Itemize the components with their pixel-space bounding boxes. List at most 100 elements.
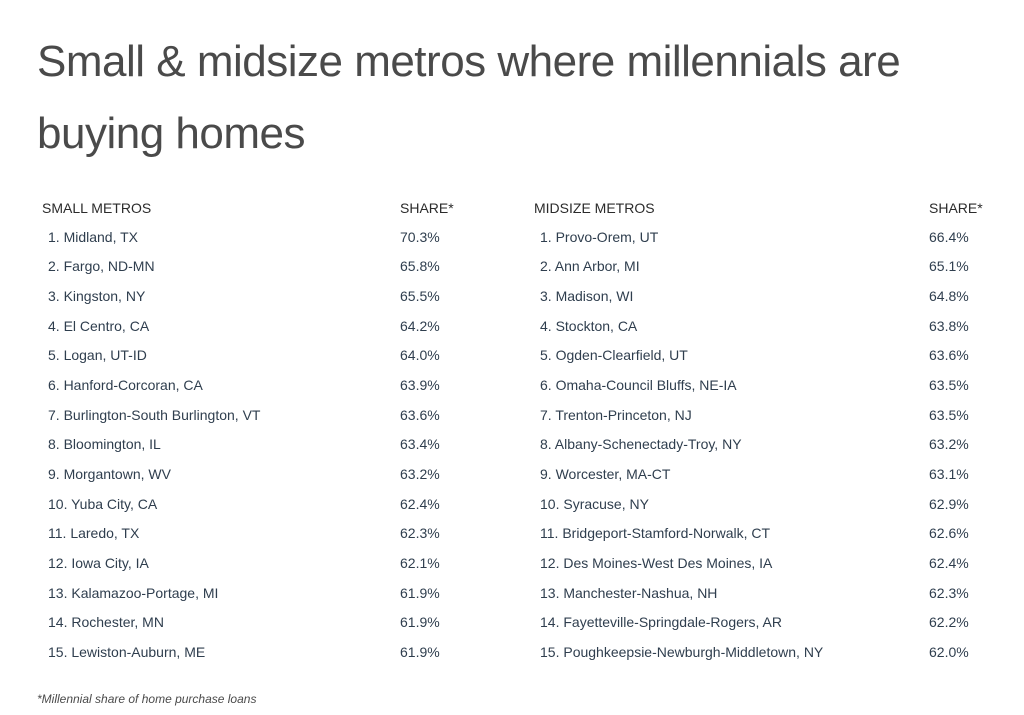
metro-name: 8. Bloomington, IL bbox=[48, 436, 161, 453]
table-row: 2. Ann Arbor, MI 65.1% bbox=[534, 252, 984, 282]
table-row: 11. Bridgeport-Stamford-Norwalk, CT 62.6% bbox=[534, 518, 984, 548]
metro-name: 6. Omaha-Council Bluffs, NE-IA bbox=[540, 377, 737, 394]
metro-name: 3. Madison, WI bbox=[540, 288, 634, 305]
table-row: 6. Hanford-Corcoran, CA 63.9% bbox=[42, 370, 482, 400]
share-value: 61.9% bbox=[400, 584, 440, 601]
metro-name: 6. Hanford-Corcoran, CA bbox=[48, 377, 203, 394]
metro-name: 10. Syracuse, NY bbox=[540, 495, 649, 512]
table-row: 12. Des Moines-West Des Moines, IA 62.4% bbox=[534, 548, 984, 578]
metro-name: 2. Ann Arbor, MI bbox=[540, 258, 640, 275]
share-value: 62.2% bbox=[929, 614, 969, 631]
share-value: 66.4% bbox=[929, 228, 969, 245]
table-row: 10. Yuba City, CA 62.4% bbox=[42, 489, 482, 519]
metro-name: 13. Manchester-Nashua, NH bbox=[540, 584, 718, 601]
share-value: 65.1% bbox=[929, 258, 969, 275]
small-metros-table: SMALL METROS SHARE* 1. Midland, TX 70.3% … bbox=[42, 194, 482, 667]
metro-name: 14. Rochester, MN bbox=[48, 614, 164, 631]
table-row: 15. Poughkeepsie-Newburgh-Middletown, NY… bbox=[534, 637, 984, 667]
table-header: SMALL METROS SHARE* bbox=[42, 194, 482, 222]
metro-name: 7. Trenton-Princeton, NJ bbox=[540, 406, 692, 423]
table-row: 3. Madison, WI 64.8% bbox=[534, 281, 984, 311]
share-value: 61.9% bbox=[400, 643, 440, 660]
share-value: 64.0% bbox=[400, 347, 440, 364]
metro-name: 8. Albany-Schenectady-Troy, NY bbox=[540, 436, 742, 453]
page-title: Small & midsize metros where millennials… bbox=[37, 37, 901, 158]
metro-name: 12. Des Moines-West Des Moines, IA bbox=[540, 554, 773, 571]
metro-name: 9. Morgantown, WV bbox=[48, 465, 171, 482]
metro-name: 15. Lewiston-Auburn, ME bbox=[48, 643, 206, 660]
share-value: 63.5% bbox=[929, 406, 969, 423]
table-row: 1. Provo-Orem, UT 66.4% bbox=[534, 222, 984, 252]
table-row: 3. Kingston, NY 65.5% bbox=[42, 281, 482, 311]
share-value: 63.1% bbox=[929, 465, 969, 482]
metro-name: 9. Worcester, MA-CT bbox=[540, 465, 671, 482]
share-value: 70.3% bbox=[400, 228, 440, 245]
share-value: 62.6% bbox=[929, 525, 969, 542]
metro-name: 11. Laredo, TX bbox=[48, 525, 140, 542]
share-value: 61.9% bbox=[400, 614, 440, 631]
table-row: 14. Fayetteville-Springdale-Rogers, AR 62… bbox=[534, 607, 984, 637]
table-row: 9. Morgantown, WV 63.2% bbox=[42, 459, 482, 489]
table-row: 14. Rochester, MN 61.9% bbox=[42, 607, 482, 637]
share-value: 62.9% bbox=[929, 495, 969, 512]
table-row: 4. El Centro, CA 64.2% bbox=[42, 311, 482, 341]
share-value: 62.3% bbox=[929, 584, 969, 601]
share-value: 63.2% bbox=[400, 465, 440, 482]
share-value: 62.4% bbox=[400, 495, 440, 512]
table-row: 10. Syracuse, NY 62.9% bbox=[534, 489, 984, 519]
share-value: 65.8% bbox=[400, 258, 440, 275]
column-header-metro: SMALL METROS bbox=[42, 200, 152, 216]
share-value: 63.6% bbox=[929, 347, 969, 364]
metro-name: 7. Burlington-South Burlington, VT bbox=[48, 406, 261, 423]
metro-name: 12. Iowa City, IA bbox=[48, 554, 149, 571]
column-header-share: SHARE* bbox=[929, 200, 983, 216]
table-row: 8. Albany-Schenectady-Troy, NY 63.2% bbox=[534, 429, 984, 459]
table-row: 7. Burlington-South Burlington, VT 63.6% bbox=[42, 400, 482, 430]
table-row: 5. Ogden-Clearfield, UT 63.6% bbox=[534, 341, 984, 371]
column-header-metro: MIDSIZE METROS bbox=[534, 200, 655, 216]
share-value: 63.5% bbox=[929, 377, 969, 394]
metro-name: 3. Kingston, NY bbox=[48, 288, 146, 305]
share-value: 63.8% bbox=[929, 317, 969, 334]
share-value: 63.6% bbox=[400, 406, 440, 423]
footnote: *Millennial share of home purchase loans bbox=[37, 692, 257, 706]
table-row: 1. Midland, TX 70.3% bbox=[42, 222, 482, 252]
metro-name: 10. Yuba City, CA bbox=[48, 495, 158, 512]
table-row: 8. Bloomington, IL 63.4% bbox=[42, 429, 482, 459]
table-header: MIDSIZE METROS SHARE* bbox=[534, 194, 984, 222]
table-row: 13. Kalamazoo-Portage, MI 61.9% bbox=[42, 578, 482, 608]
table-row: 15. Lewiston-Auburn, ME 61.9% bbox=[42, 637, 482, 667]
share-value: 63.2% bbox=[929, 436, 969, 453]
metro-name: 11. Bridgeport-Stamford-Norwalk, CT bbox=[540, 525, 771, 542]
midsize-metros-table: MIDSIZE METROS SHARE* 1. Provo-Orem, UT 6… bbox=[534, 194, 984, 667]
column-header-share: SHARE* bbox=[400, 200, 454, 216]
share-value: 63.9% bbox=[400, 377, 440, 394]
metro-name: 5. Logan, UT-ID bbox=[48, 347, 147, 364]
table-row: 11. Laredo, TX 62.3% bbox=[42, 518, 482, 548]
table-row: 2. Fargo, ND-MN 65.8% bbox=[42, 252, 482, 282]
metro-name: 4. El Centro, CA bbox=[48, 317, 150, 334]
metro-name: 2. Fargo, ND-MN bbox=[48, 258, 155, 275]
share-value: 64.8% bbox=[929, 288, 969, 305]
share-value: 62.3% bbox=[400, 525, 440, 542]
metro-name: 1. Provo-Orem, UT bbox=[540, 228, 659, 245]
metro-name: 1. Midland, TX bbox=[48, 228, 139, 245]
share-value: 63.4% bbox=[400, 436, 440, 453]
share-value: 62.4% bbox=[929, 554, 969, 571]
table-row: 12. Iowa City, IA 62.1% bbox=[42, 548, 482, 578]
metro-name: 15. Poughkeepsie-Newburgh-Middletown, NY bbox=[540, 643, 824, 660]
metro-name: 14. Fayetteville-Springdale-Rogers, AR bbox=[540, 614, 783, 631]
table-row: 4. Stockton, CA 63.8% bbox=[534, 311, 984, 341]
table-row: 9. Worcester, MA-CT 63.1% bbox=[534, 459, 984, 489]
share-value: 62.1% bbox=[400, 554, 440, 571]
table-row: 13. Manchester-Nashua, NH 62.3% bbox=[534, 578, 984, 608]
table-row: 5. Logan, UT-ID 64.0% bbox=[42, 341, 482, 371]
table-row: 7. Trenton-Princeton, NJ 63.5% bbox=[534, 400, 984, 430]
share-value: 64.2% bbox=[400, 317, 440, 334]
metro-name: 13. Kalamazoo-Portage, MI bbox=[48, 584, 219, 601]
share-value: 65.5% bbox=[400, 288, 440, 305]
metro-name: 5. Ogden-Clearfield, UT bbox=[540, 347, 688, 364]
table-row: 6. Omaha-Council Bluffs, NE-IA 63.5% bbox=[534, 370, 984, 400]
share-value: 62.0% bbox=[929, 643, 969, 660]
metro-name: 4. Stockton, CA bbox=[540, 317, 638, 334]
